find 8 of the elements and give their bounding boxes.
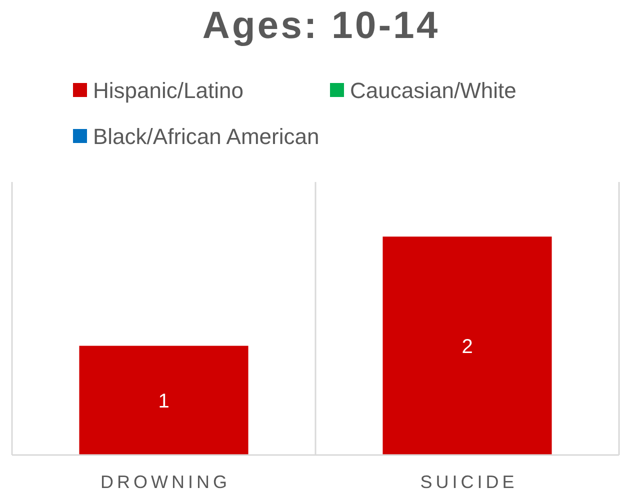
legend-label: Caucasian/White [350,78,516,103]
x-tick-label: DROWNING [100,472,230,492]
x-tick-label: SUICIDE [420,472,518,492]
data-label: 2 [462,336,473,358]
legend-label: Black/African American [93,124,320,149]
legend-label: Hispanic/Latino [93,78,244,103]
data-label: 1 [158,390,170,412]
chart-title: Ages: 10-14 [202,5,440,47]
